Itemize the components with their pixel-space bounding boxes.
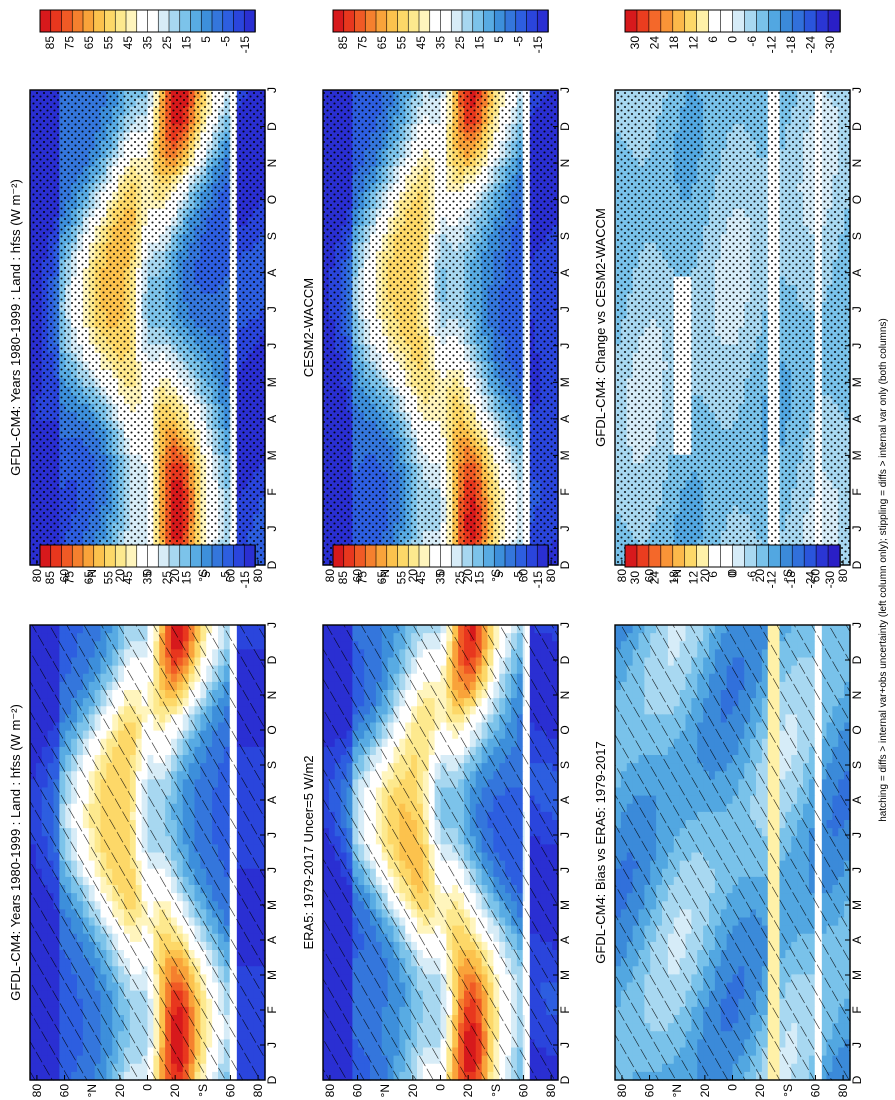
month-label: S bbox=[265, 232, 279, 240]
month-label: J bbox=[265, 87, 279, 93]
month-label: O bbox=[265, 195, 279, 204]
panel-title: GFDL-CM4: Years 1980-1999 : Land : hfss … bbox=[8, 179, 23, 476]
lat-label: 80 bbox=[30, 569, 44, 583]
month-label: M bbox=[265, 450, 279, 460]
month-label: S bbox=[558, 232, 572, 240]
month-label: M bbox=[265, 377, 279, 387]
month-label: J bbox=[265, 306, 279, 312]
lat-label: 20 bbox=[406, 569, 420, 583]
stipple-overlay bbox=[30, 90, 265, 565]
panels-layer: GFDL-CM4: Years 1980-1999 : Land : hfss … bbox=[8, 87, 864, 1097]
month-label: A bbox=[265, 415, 279, 423]
month-label: D bbox=[265, 560, 279, 569]
month-label: D bbox=[558, 122, 572, 131]
lat-hemisphere-S: °S bbox=[196, 569, 210, 582]
lat-label: 20 bbox=[113, 569, 127, 583]
month-label: J bbox=[265, 525, 279, 531]
lat-label: 80 bbox=[251, 569, 265, 583]
month-label: M bbox=[558, 450, 572, 460]
panel-3: CESM2-WACCM D J F M A M J J A S O N D J 80 60 20 0 20 60 80 °N… bbox=[301, 87, 572, 582]
lat-label: 20 bbox=[168, 569, 182, 583]
lat-hemisphere-S: °S bbox=[489, 569, 503, 582]
lat-label: 60 bbox=[58, 569, 72, 583]
lat-label: 0 bbox=[141, 569, 155, 576]
lat-label: 0 bbox=[434, 569, 448, 576]
lat-label: 20 bbox=[461, 569, 475, 583]
month-label: J bbox=[558, 343, 572, 349]
month-label: N bbox=[558, 159, 572, 168]
month-label: J bbox=[558, 87, 572, 93]
lat-hemisphere-N: °N bbox=[85, 569, 99, 582]
month-label: A bbox=[558, 269, 572, 277]
month-label: F bbox=[558, 488, 572, 495]
month-label: J bbox=[558, 525, 572, 531]
lat-hemisphere-N: °N bbox=[378, 569, 392, 582]
month-label: F bbox=[265, 488, 279, 495]
month-label: M bbox=[558, 377, 572, 387]
panel-1: GFDL-CM4: Years 1980-1999 : Land : hfss … bbox=[8, 87, 279, 582]
month-label: A bbox=[558, 415, 572, 423]
month-label: J bbox=[265, 343, 279, 349]
lat-label: 80 bbox=[323, 569, 337, 583]
month-label: D bbox=[265, 122, 279, 131]
month-label: J bbox=[558, 306, 572, 312]
month-label: D bbox=[558, 560, 572, 569]
month-label: N bbox=[265, 159, 279, 168]
month-label: A bbox=[265, 269, 279, 277]
month-label: O bbox=[558, 195, 572, 204]
panel-5: GFDL-CM4: Change vs CESM2-WACCMDJFMAMJJA… bbox=[593, 87, 864, 582]
panel-title: CESM2-WACCM bbox=[301, 278, 316, 377]
lat-label: 80 bbox=[544, 569, 558, 583]
lat-label: 60 bbox=[516, 569, 530, 583]
lat-label: 60 bbox=[223, 569, 237, 583]
stipple-overlay bbox=[323, 90, 558, 565]
lat-label: 60 bbox=[351, 569, 365, 583]
